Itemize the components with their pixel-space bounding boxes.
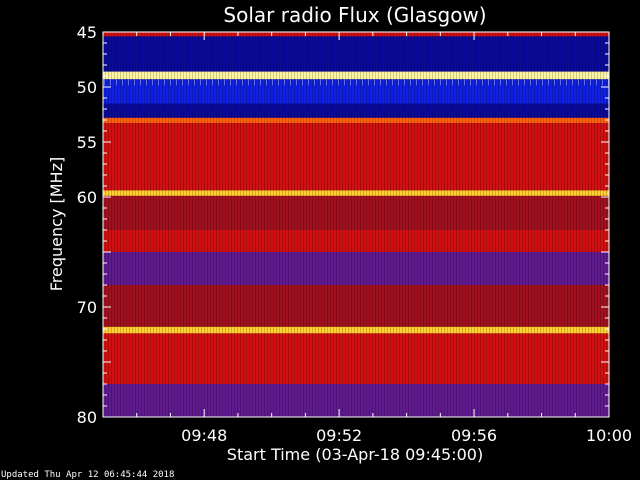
x-tick-label: 09:48 xyxy=(181,426,227,445)
y-tick-label: 80 xyxy=(77,408,97,427)
x-tick-label: 09:52 xyxy=(316,426,362,445)
y-tick-label: 70 xyxy=(77,298,97,317)
y-axis: 45 50 55 60 70 80 xyxy=(77,23,609,427)
spectrogram-texture xyxy=(103,32,609,417)
x-axis-label: Start Time (03-Apr-18 09:45:00) xyxy=(227,445,483,464)
plot-area xyxy=(103,32,609,417)
plot-frame xyxy=(102,31,610,418)
x-axis: 09:48 09:52 09:56 10:00 xyxy=(102,32,632,445)
chart-title: Solar radio Flux (Glasgow) xyxy=(223,3,486,27)
y-tick-label: 50 xyxy=(77,78,97,97)
interference-pattern xyxy=(103,79,609,86)
x-tick-label: 09:56 xyxy=(451,426,497,445)
x-tick-label: 10:00 xyxy=(586,426,632,445)
updated-timestamp: Updated Thu Apr 12 06:45:44 2018 xyxy=(1,470,174,480)
y-axis-label: Frequency [MHz] xyxy=(47,157,66,291)
y-tick-label: 55 xyxy=(77,133,97,152)
y-tick-label: 45 xyxy=(77,23,97,42)
y-tick-label: 60 xyxy=(77,188,97,207)
